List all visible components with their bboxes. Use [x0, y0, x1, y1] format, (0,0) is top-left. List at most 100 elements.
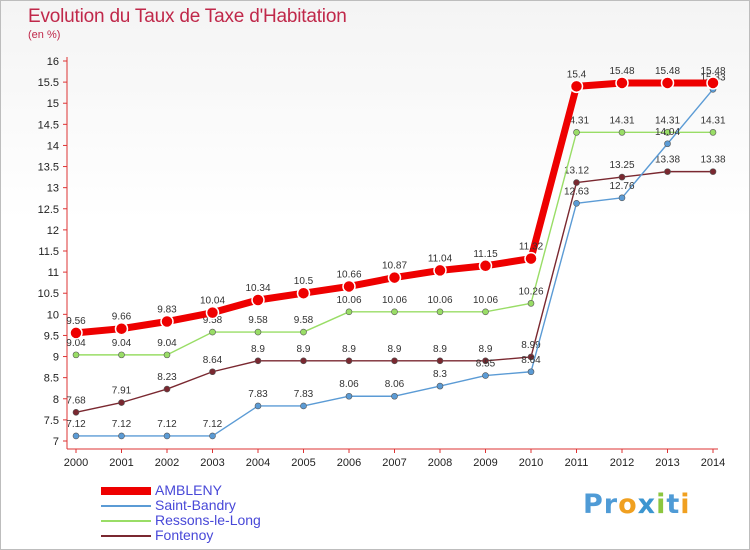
data-label: 14.31	[655, 115, 680, 126]
data-label: 8.9	[433, 344, 447, 355]
y-tick-label: 7	[53, 436, 59, 448]
data-point	[436, 357, 444, 365]
data-label: 9.04	[157, 338, 177, 349]
y-tick-label: 14	[47, 140, 59, 152]
data-point	[209, 328, 216, 336]
logo-letter: x	[637, 489, 657, 520]
data-point	[300, 328, 307, 336]
data-label: 10.06	[336, 295, 361, 306]
data-label: 8.06	[339, 379, 359, 390]
data-point	[209, 368, 216, 376]
data-point	[482, 357, 489, 365]
data-label: 9.58	[203, 315, 223, 326]
data-point	[709, 129, 717, 136]
data-point	[209, 432, 216, 440]
legend-label: Saint-Bandry	[155, 497, 236, 513]
logo-letter: i	[656, 489, 667, 520]
data-point	[569, 79, 584, 94]
data-point	[387, 270, 402, 285]
data-label: 11.32	[519, 242, 544, 253]
data-label: 9.66	[112, 312, 132, 323]
data-label: 7.12	[66, 419, 86, 430]
data-point	[391, 357, 398, 365]
y-tick-label: 13.5	[38, 162, 59, 174]
logo-letter: Pr	[583, 489, 619, 520]
data-point	[254, 328, 262, 336]
data-point	[163, 351, 171, 359]
logo-letter: t	[666, 489, 681, 520]
data-label: 8.9	[479, 344, 493, 355]
data-label: 9.04	[112, 338, 132, 349]
data-label: 7.12	[112, 419, 132, 430]
data-label: 10.06	[473, 295, 498, 306]
legend-swatch	[101, 487, 151, 495]
data-point	[660, 76, 675, 90]
data-point	[573, 179, 580, 186]
data-label: 9.04	[66, 338, 86, 349]
y-tick-label: 9	[53, 352, 59, 364]
data-label: 10.66	[336, 269, 361, 280]
data-label: 10.06	[427, 295, 452, 306]
data-label: 7.83	[294, 389, 314, 400]
data-point	[160, 314, 174, 329]
data-label: 8.06	[385, 379, 405, 390]
data-label: 8.23	[157, 372, 177, 383]
data-label: 14.31	[609, 115, 634, 126]
data-label: 12.76	[609, 181, 634, 192]
data-point	[527, 353, 535, 361]
data-label: 14.31	[564, 115, 589, 126]
data-label: 8.9	[297, 344, 311, 355]
data-point	[664, 129, 671, 136]
data-label: 9.58	[248, 315, 268, 326]
y-tick-label: 11.5	[38, 246, 59, 258]
data-label: 13.38	[655, 155, 680, 166]
legend-label: AMBLENY	[155, 482, 222, 498]
data-point	[205, 305, 220, 320]
data-label: 12.63	[564, 186, 589, 197]
data-label: 7.91	[112, 386, 132, 397]
data-label: 7.83	[248, 389, 268, 400]
legend-swatch	[101, 535, 151, 537]
data-label: 15.48	[655, 66, 680, 77]
y-tick-label: 12.5	[38, 204, 59, 216]
data-label: 10.5	[294, 276, 314, 287]
data-label: 8.9	[251, 344, 265, 355]
data-point	[482, 308, 489, 316]
data-point	[345, 357, 353, 365]
data-point	[300, 402, 307, 410]
data-label: 9.56	[66, 316, 86, 327]
data-label: 7.12	[203, 419, 223, 430]
y-tick-label: 15	[47, 98, 59, 110]
data-label: 9.58	[294, 315, 314, 326]
logo-letter: o	[618, 489, 638, 520]
x-tick-label: 2014	[701, 457, 725, 469]
data-point	[72, 408, 80, 416]
chart-title: Evolution du Taux de Taxe d'Habitation	[28, 6, 347, 27]
data-point	[664, 140, 671, 148]
y-tick-label: 10	[47, 309, 59, 321]
data-label: 7.68	[66, 395, 86, 406]
data-point	[345, 308, 353, 316]
data-point	[615, 76, 629, 90]
y-tick-label: 8.5	[44, 373, 59, 385]
data-label: 13.12	[564, 166, 589, 177]
legend-swatch	[101, 520, 151, 522]
data-label: 8.9	[388, 344, 402, 355]
data-point	[251, 293, 265, 307]
data-point	[342, 279, 356, 294]
data-label: 13.25	[609, 160, 634, 171]
data-label: 10.06	[382, 295, 407, 306]
data-point	[72, 432, 80, 440]
data-point	[482, 372, 489, 379]
data-label: 9.83	[157, 305, 177, 316]
x-tick-label: 2007	[382, 457, 406, 469]
data-label: 11.15	[473, 249, 498, 260]
proxiti-logo: Proxiti	[583, 489, 691, 520]
data-label: 14.31	[700, 115, 725, 126]
x-tick-label: 2000	[64, 457, 88, 469]
x-tick-label: 2004	[246, 457, 270, 469]
data-point	[433, 263, 447, 278]
x-tick-label: 2005	[291, 457, 315, 469]
